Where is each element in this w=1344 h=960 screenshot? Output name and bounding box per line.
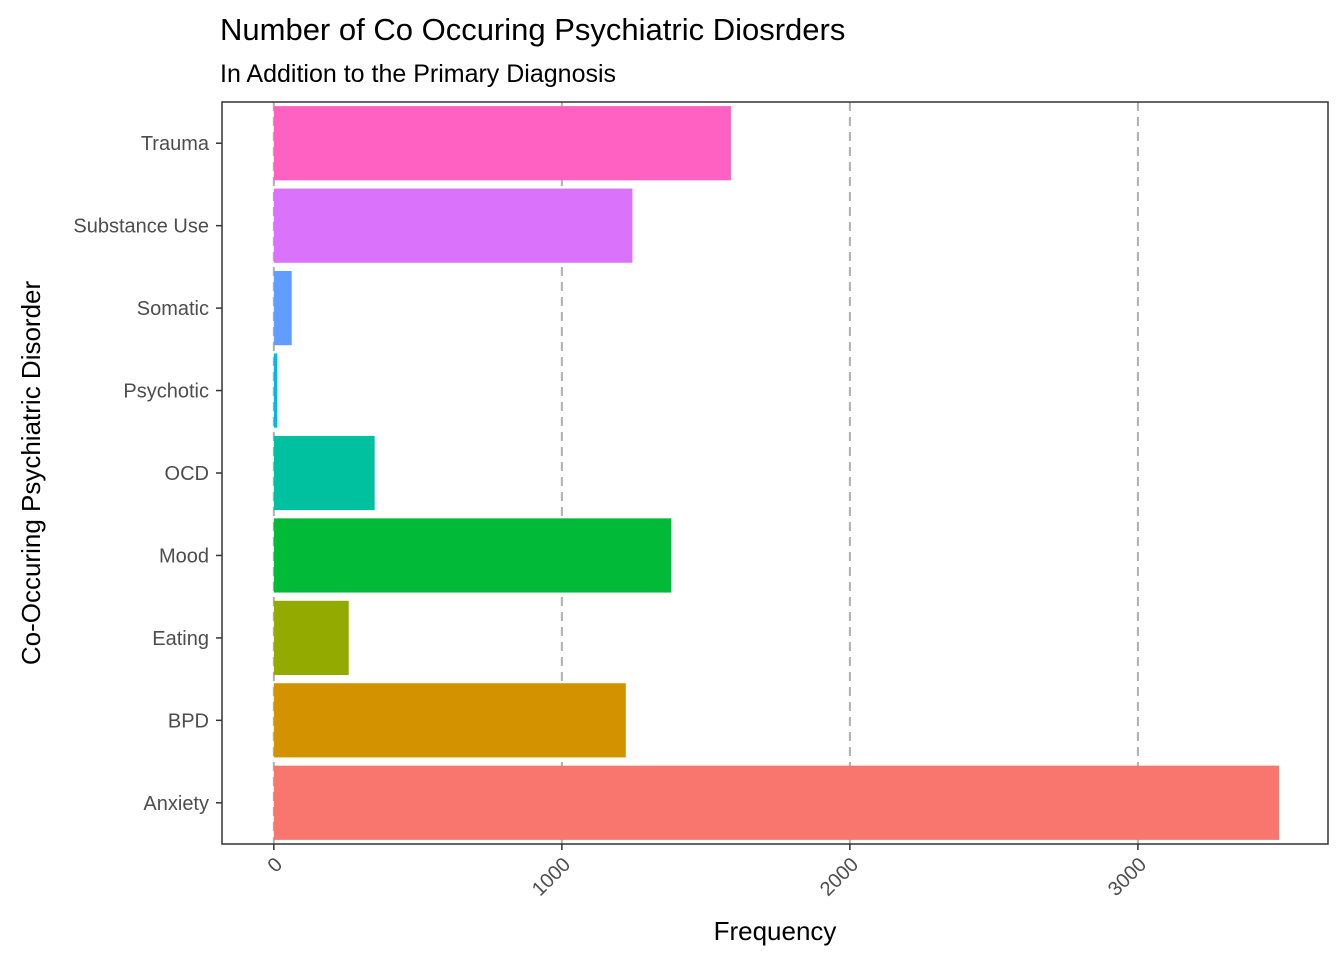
bar-anxiety: [273, 765, 1280, 840]
bar-mood: [273, 518, 672, 593]
bar-ocd: [273, 435, 375, 511]
y-tick-label-psychotic: Psychotic: [123, 381, 209, 403]
y-tick-label-mood: Mood: [159, 545, 209, 567]
bar-somatic: [273, 271, 292, 346]
bar-eating: [273, 600, 349, 675]
y-tick-label-substance-use: Substance Use: [73, 216, 209, 238]
y-tick-label-bpd: BPD: [168, 710, 209, 732]
bar-substance-use: [273, 188, 633, 263]
y-tick-label-eating: Eating: [152, 628, 209, 650]
y-tick-label-anxiety: Anxiety: [143, 793, 209, 815]
y-tick-label-ocd: OCD: [165, 463, 209, 485]
chart-title: Number of Co Occuring Psychiatric Diosrd…: [220, 12, 845, 47]
bar-bpd: [273, 683, 626, 758]
y-axis: Anxiety BPD Eating Mood OCD Psychotic Somatic S…: [73, 133, 222, 815]
y-tick-label-trauma: Trauma: [141, 133, 210, 155]
bar-psychotic: [273, 353, 278, 428]
bar-trauma: [273, 106, 731, 181]
x-axis-title: Frequency: [714, 916, 837, 946]
y-tick-label-somatic: Somatic: [137, 298, 209, 320]
y-axis-title: Co-Occuring Psychiatric Disorder: [16, 280, 46, 665]
chart-subtitle: In Addition to the Primary Diagnosis: [220, 60, 616, 88]
bars: [273, 106, 1280, 840]
